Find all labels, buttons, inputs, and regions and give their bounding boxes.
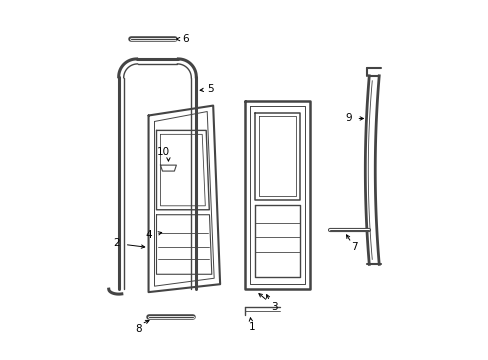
- Text: 4: 4: [145, 230, 152, 239]
- Text: 8: 8: [135, 324, 142, 334]
- Text: 7: 7: [350, 243, 357, 252]
- Text: 10: 10: [157, 147, 170, 157]
- Text: 5: 5: [207, 84, 213, 94]
- Text: 6: 6: [182, 34, 188, 44]
- Text: 3: 3: [271, 302, 278, 312]
- Text: 1: 1: [248, 322, 255, 332]
- Text: 9: 9: [345, 113, 352, 123]
- Text: 2: 2: [113, 238, 120, 248]
